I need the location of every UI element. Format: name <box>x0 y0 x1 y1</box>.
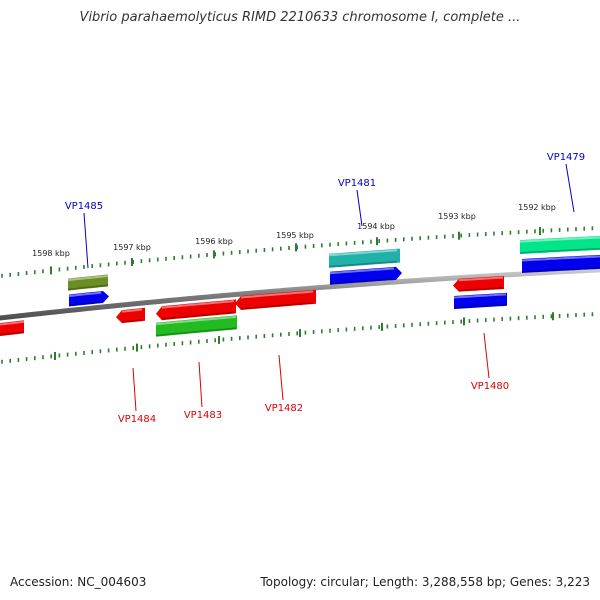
gene-leader-line <box>83 212 89 269</box>
feature-red-gene-shadow <box>0 331 25 336</box>
feature-blue-cds[interactable] <box>453 292 507 309</box>
feature-red-gene[interactable] <box>453 276 504 292</box>
feature-blue-cds-highlight <box>521 255 600 262</box>
feature-blue-cds-highlight <box>453 293 507 299</box>
feature-spring-green-highlight <box>519 236 600 243</box>
feature-teal-shadow <box>328 260 398 268</box>
tick-label: 1593 kbp <box>438 212 476 221</box>
feature-blue-cds-body <box>454 292 507 309</box>
feature-red-gene-shadow <box>161 311 235 320</box>
gene-leader-line <box>483 332 490 379</box>
gene-label-vp1480[interactable]: VP1480 <box>471 381 509 392</box>
feature-red-gene[interactable] <box>0 320 25 336</box>
feature-red-gene-shadow <box>458 287 504 292</box>
accession-text: Accession: NC_004603 <box>10 575 147 589</box>
feature-spring-green-shadow <box>519 247 600 254</box>
feature-red-gene[interactable] <box>116 307 145 324</box>
feature-blue-cds-shadow <box>453 303 507 309</box>
feature-olive-highlight <box>67 275 109 282</box>
feature-red-gene-body <box>235 289 316 310</box>
feature-layer <box>0 235 600 337</box>
feature-blue-cds-body <box>330 266 402 285</box>
feature-teal-body <box>329 248 400 268</box>
tick-label: 1597 kbp <box>113 243 151 252</box>
tick-label: 1596 kbp <box>195 237 233 246</box>
gene-leader-line <box>132 367 137 412</box>
feature-blue-cds[interactable] <box>521 254 600 273</box>
genome-summary-text: Topology: circular; Length: 3,288,558 bp… <box>260 575 590 589</box>
feature-red-gene-highlight <box>161 300 235 309</box>
feature-red-gene-highlight <box>0 320 25 326</box>
inner-tick-track <box>1 312 594 364</box>
gene-label-vp1483[interactable]: VP1483 <box>184 410 222 421</box>
feature-red-gene-body <box>453 276 504 292</box>
gene-label-vp1484[interactable]: VP1484 <box>118 414 156 425</box>
feature-red-gene-shadow <box>121 319 143 323</box>
gene-label-layer: VP1485 VP1481 VP1479 VP1484 VP1483 VP1482 VP14… <box>65 152 585 425</box>
feature-red-gene-shadow <box>240 302 314 310</box>
gene-label-vp1479[interactable]: VP1479 <box>547 152 585 163</box>
feature-blue-cds-shadow <box>68 301 102 307</box>
feature-red-gene-body <box>116 307 145 324</box>
feature-red-gene-body <box>0 320 24 336</box>
gene-leader-line <box>278 354 284 401</box>
tick-label: 1594 kbp <box>357 222 395 231</box>
chromosome-backbone <box>0 267 600 321</box>
gene-leader-line <box>356 189 363 227</box>
feature-teal[interactable] <box>328 248 400 268</box>
feature-green-highlight <box>155 315 237 326</box>
tick-label: 1595 kbp <box>276 231 314 240</box>
feature-teal-highlight <box>328 249 398 257</box>
feature-blue-cds-shadow <box>329 278 395 285</box>
tick-label-layer: 1598 kbp 1597 kbp 1596 kbp 1595 kbp 1594 kbp… <box>32 203 556 258</box>
feature-blue-cds-body <box>69 291 109 307</box>
feature-red-gene-highlight <box>240 290 314 299</box>
feature-olive-body <box>68 274 108 291</box>
feature-green-shadow <box>155 327 237 337</box>
feature-red-gene[interactable] <box>235 289 316 310</box>
feature-red-gene-highlight <box>458 276 504 282</box>
feature-blue-cds-highlight <box>68 291 102 297</box>
feature-olive[interactable] <box>67 274 109 291</box>
tick-label: 1598 kbp <box>32 249 70 258</box>
label-leader-lines <box>83 163 575 412</box>
feature-green-body <box>156 315 237 337</box>
gene-label-vp1485[interactable]: VP1485 <box>65 201 103 212</box>
feature-red-gene-body <box>156 299 236 321</box>
gene-leader-line <box>565 163 575 213</box>
feature-blue-cds-shadow <box>521 266 600 273</box>
feature-spring-green[interactable] <box>519 235 600 255</box>
feature-spring-green-body <box>520 235 600 255</box>
map-title: Vibrio parahaemolyticus RIMD 2210633 chr… <box>79 10 521 25</box>
feature-blue-cds[interactable] <box>68 291 109 307</box>
gene-leader-line <box>198 361 203 408</box>
feature-blue-cds[interactable] <box>329 266 402 285</box>
feature-olive-shadow <box>67 284 109 291</box>
tick-label: 1592 kbp <box>518 203 556 212</box>
feature-red-gene[interactable] <box>156 299 236 321</box>
feature-green[interactable] <box>155 315 237 337</box>
outer-tick-track <box>1 226 594 278</box>
feature-red-gene-highlight <box>121 308 143 313</box>
feature-blue-cds-body <box>522 254 600 273</box>
gene-label-vp1482[interactable]: VP1482 <box>265 403 303 414</box>
gene-label-vp1481[interactable]: VP1481 <box>338 178 376 189</box>
feature-blue-cds-highlight <box>329 267 395 275</box>
